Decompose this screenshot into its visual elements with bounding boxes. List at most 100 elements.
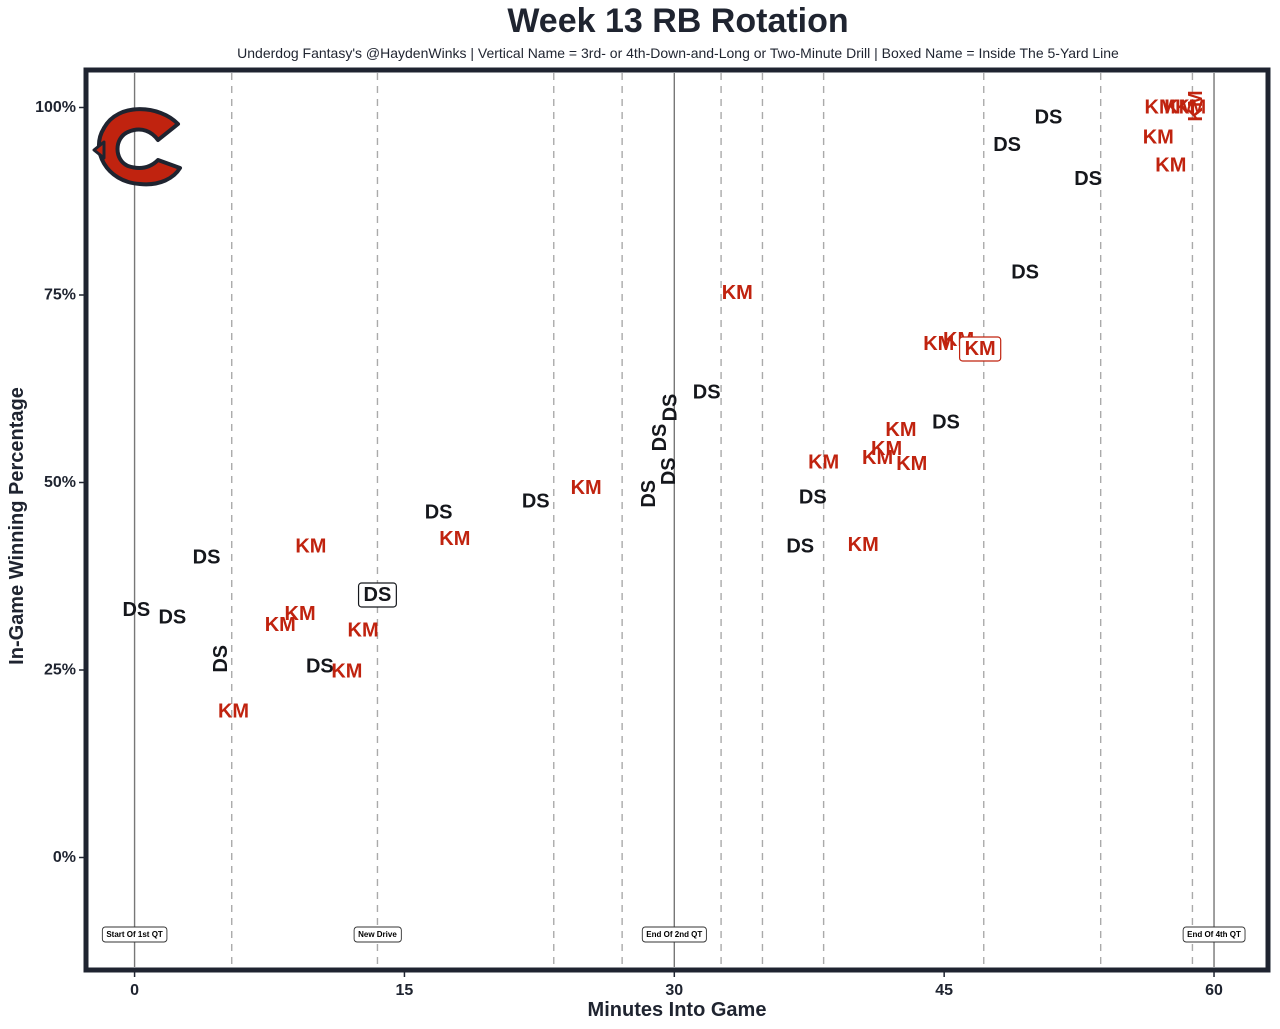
point-km-30: KM (923, 333, 954, 355)
point-label: KM (871, 438, 902, 460)
point-label: KM (1145, 97, 1176, 119)
annotation-box (641, 926, 707, 943)
point-ds-8: DS (306, 655, 334, 677)
point-ds-36: DS (1035, 106, 1063, 128)
point-label: KM (265, 614, 296, 636)
point-ds-12: DS (425, 502, 453, 524)
point-km-27: KM (871, 438, 902, 460)
point-km-15: KM (571, 477, 602, 499)
point-km-26: KM (862, 447, 893, 469)
point-ds-3: DS (210, 645, 232, 673)
y-tick-label-0: 0% (53, 849, 76, 866)
x-tick-label-3: 45 (935, 982, 953, 999)
point-ds-35: DS (1011, 262, 1039, 284)
point-label: DS (649, 424, 671, 452)
y-tick-label-4: 100% (35, 99, 76, 116)
point-ds-18: DS (658, 457, 680, 485)
point-label: DS (306, 655, 334, 677)
point-km-4: KM (218, 700, 249, 722)
point-km-13: KM (439, 528, 470, 550)
point-ds-14: DS (522, 490, 550, 512)
point-km-10: KM (348, 619, 379, 641)
annotation-box (101, 926, 168, 943)
point-label: DS (786, 535, 814, 557)
point-label: DS (638, 480, 660, 508)
point-ds-1: DS (158, 607, 186, 629)
point-label: KM (862, 447, 893, 469)
point-label: KM (571, 477, 602, 499)
x-axis-ticks: 0 15 30 45 60 (130, 972, 1223, 999)
point-label: KM (896, 453, 927, 475)
annotation-box (353, 926, 402, 943)
point-ds-31: DS (932, 412, 960, 434)
point-ds-0: DS (122, 599, 150, 621)
point-km-21: KM (722, 282, 753, 304)
point-label: DS (364, 584, 392, 606)
event-annotations: Start Of 1st QT New Drive End Of 2nd QT End… (101, 926, 1246, 943)
annotation-label: End Of 4th QT (1187, 930, 1241, 939)
point-label: KM (722, 282, 753, 304)
point-label: KM (923, 333, 954, 355)
point-label: DS (122, 599, 150, 621)
boxed-marker (357, 582, 397, 608)
point-label: DS (193, 547, 221, 569)
annotation-3: End Of 4th QT (1182, 926, 1246, 943)
point-label: KM (295, 535, 326, 557)
point-ds-22: DS (786, 535, 814, 557)
annotation-2: End Of 2nd QT (641, 926, 707, 943)
point-label: KM (1185, 90, 1207, 121)
point-km-28: KM (885, 419, 916, 441)
point-km-5: KM (265, 614, 296, 636)
point-km-38: KM (1143, 127, 1174, 149)
point-label: KM (348, 619, 379, 641)
point-km-9: KM (331, 661, 362, 683)
point-label: DS (993, 134, 1021, 156)
point-ds-23: DS (799, 487, 827, 509)
point-ds-20: DS (693, 382, 721, 404)
point-label: KM (439, 528, 470, 550)
x-tick-label-0: 0 (130, 982, 139, 999)
point-km-25: KM (848, 534, 879, 556)
y-axis-ticks: 0% 25% 50% 75% 100% (35, 99, 84, 866)
point-km-7: KM (295, 535, 326, 557)
point-label: DS (522, 490, 550, 512)
x-tick-label-4: 60 (1205, 982, 1223, 999)
y-tick-label-1: 25% (44, 662, 76, 679)
point-ds-19: DS (660, 394, 682, 422)
x-tick-label-2: 30 (665, 982, 683, 999)
point-label: DS (1011, 262, 1039, 284)
point-km-29: KM (896, 453, 927, 475)
annotation-box (1182, 926, 1246, 943)
point-km-40: KM (1155, 154, 1186, 176)
point-label: DS (799, 487, 827, 509)
annotation-0: Start Of 1st QT (101, 926, 168, 943)
point-ds-2: DS (193, 547, 221, 569)
chart-title: Week 13 RB Rotation (507, 2, 849, 40)
point-label: KM (965, 338, 996, 360)
annotation-label: End Of 2nd QT (646, 930, 702, 939)
point-label: DS (425, 502, 453, 524)
point-label: KM (218, 700, 249, 722)
point-label: KM (848, 534, 879, 556)
annotation-label: Start Of 1st QT (106, 930, 163, 939)
reference-lines (133, 73, 1215, 967)
point-label: KM (885, 419, 916, 441)
point-label: DS (210, 645, 232, 673)
y-axis-label: In-Game Winning Percentage (6, 387, 28, 665)
point-km-24: KM (808, 451, 839, 473)
point-label: DS (1074, 168, 1102, 190)
point-label: DS (158, 607, 186, 629)
x-axis-label: Minutes Into Game (588, 999, 767, 1021)
point-ds-11: DS (357, 582, 397, 608)
chart-subtitle: Underdog Fantasy's @HaydenWinks | Vertic… (237, 45, 1119, 61)
point-ds-37: DS (1074, 168, 1102, 190)
point-ds-16: DS (638, 480, 660, 508)
point-label: KM (808, 451, 839, 473)
point-km-33: KM (958, 336, 1002, 362)
point-ds-17: DS (649, 424, 671, 452)
point-label: KM (1175, 97, 1206, 119)
point-label: DS (660, 394, 682, 422)
